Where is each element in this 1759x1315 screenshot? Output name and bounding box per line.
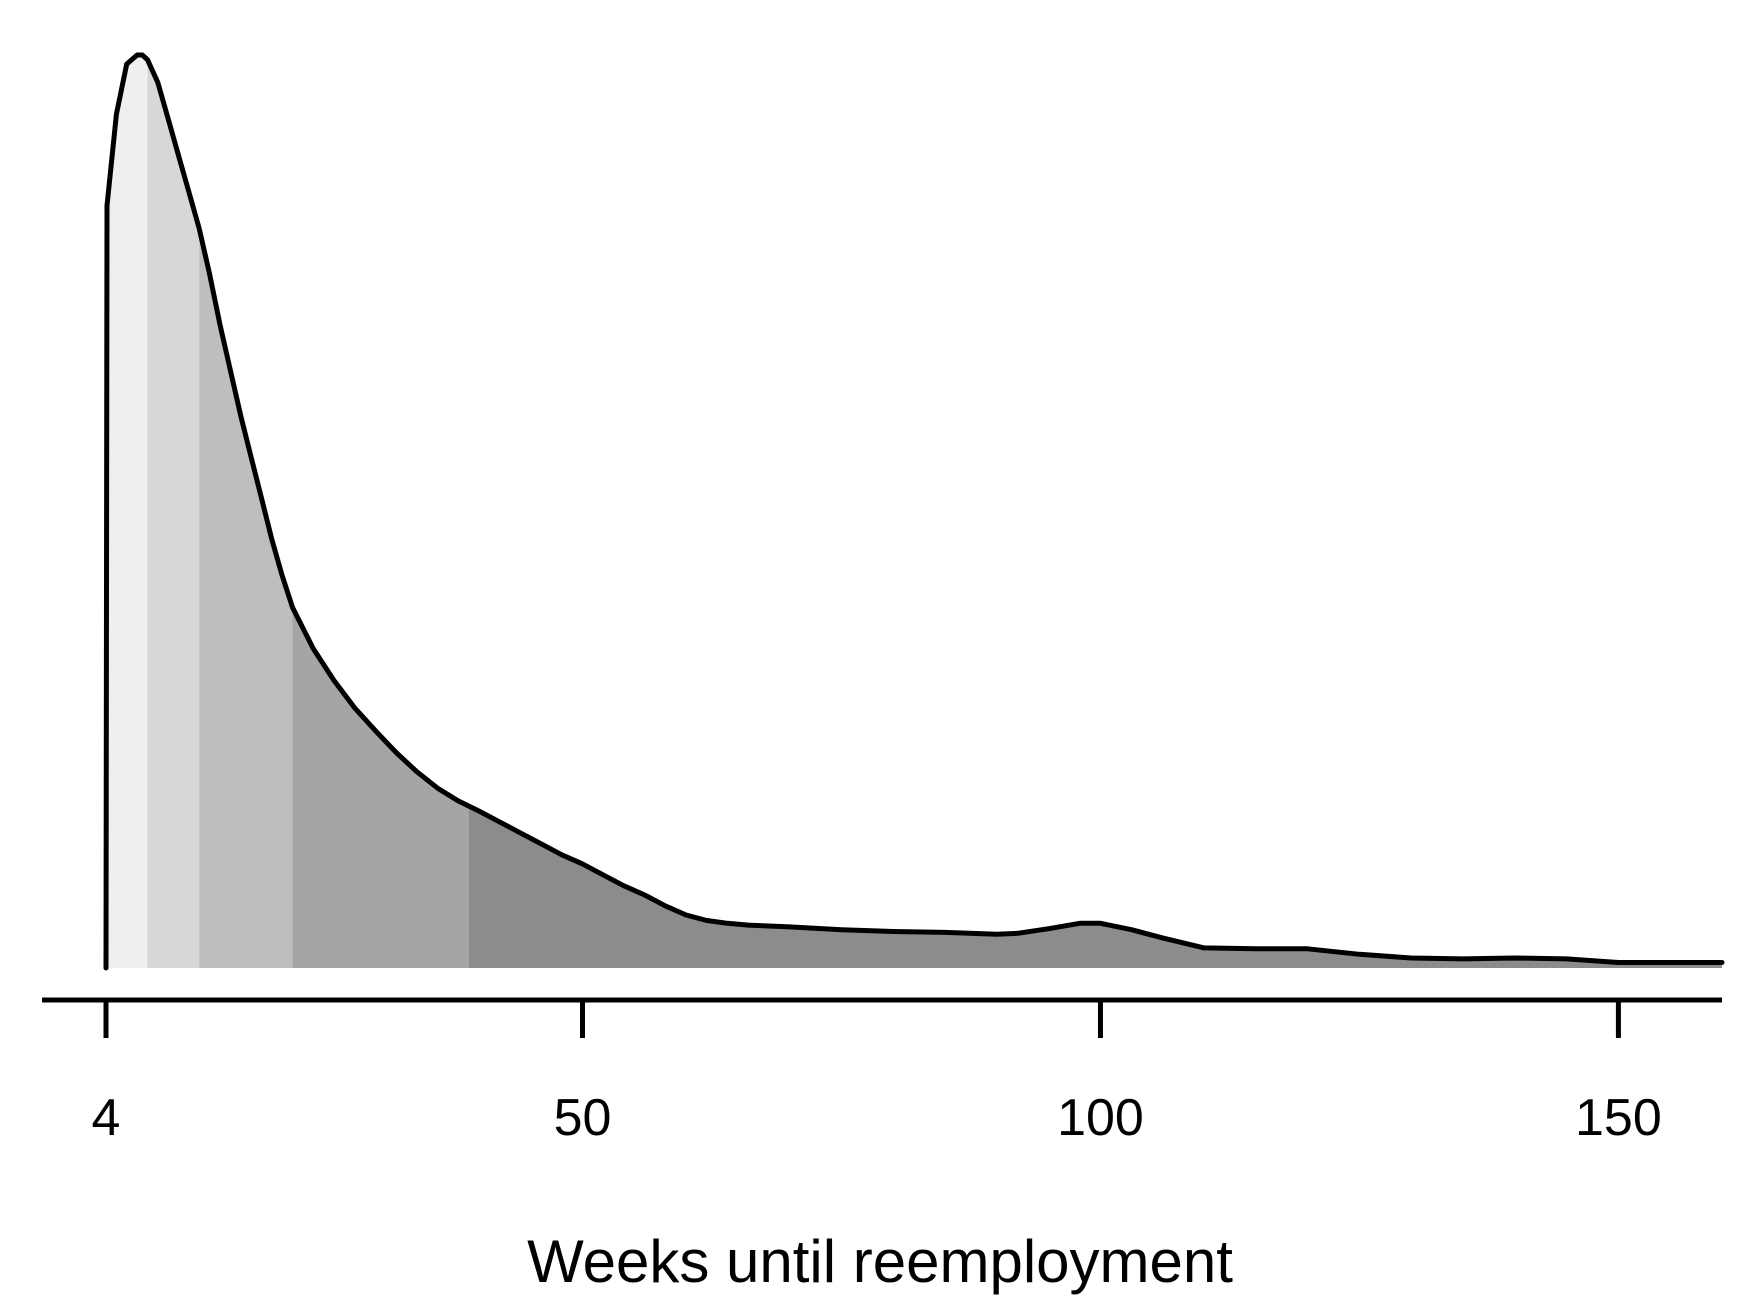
density-bands bbox=[106, 55, 1723, 969]
density-curve bbox=[103, 52, 1725, 971]
density-band-5 bbox=[468, 805, 1723, 968]
density-band-1 bbox=[106, 55, 148, 968]
x-tick-label: 50 bbox=[554, 1089, 612, 1147]
density-band-2 bbox=[147, 59, 200, 969]
x-tick-label: 150 bbox=[1575, 1089, 1662, 1147]
x-axis-ticks: 4 50 100 150 bbox=[92, 1000, 1662, 1147]
x-axis-title: Weeks until reemployment bbox=[527, 1228, 1233, 1295]
density-band-3 bbox=[199, 228, 293, 968]
x-tick-label: 100 bbox=[1057, 1089, 1144, 1147]
density-band-4 bbox=[292, 607, 469, 968]
x-tick-label: 4 bbox=[92, 1089, 121, 1147]
